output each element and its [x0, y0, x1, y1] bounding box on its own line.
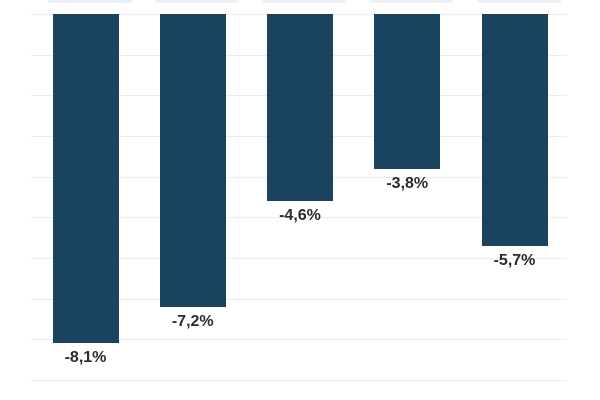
- bar[interactable]: [159, 14, 226, 307]
- crop-artifact: [369, 0, 454, 3]
- bar-value-label: -3,8%: [386, 174, 429, 192]
- gridline: [31, 380, 567, 382]
- bar-value-label: -4,6%: [279, 207, 321, 225]
- bar-value-label: -5,7%: [493, 251, 536, 269]
- gridline: [31, 339, 567, 341]
- bar[interactable]: [374, 14, 441, 169]
- bar[interactable]: [481, 14, 548, 246]
- crop-artifact: [476, 0, 561, 3]
- crop-artifact: [47, 0, 132, 3]
- gridline: [31, 258, 567, 260]
- gridline: [31, 217, 567, 219]
- crop-artifact: [262, 0, 346, 3]
- bar-value-label: -7,2%: [171, 312, 214, 330]
- bar[interactable]: [52, 14, 119, 344]
- gridline: [31, 298, 567, 300]
- bar[interactable]: [267, 14, 333, 202]
- bar-value-label: -8,1%: [64, 349, 107, 367]
- crop-artifact: [154, 0, 239, 3]
